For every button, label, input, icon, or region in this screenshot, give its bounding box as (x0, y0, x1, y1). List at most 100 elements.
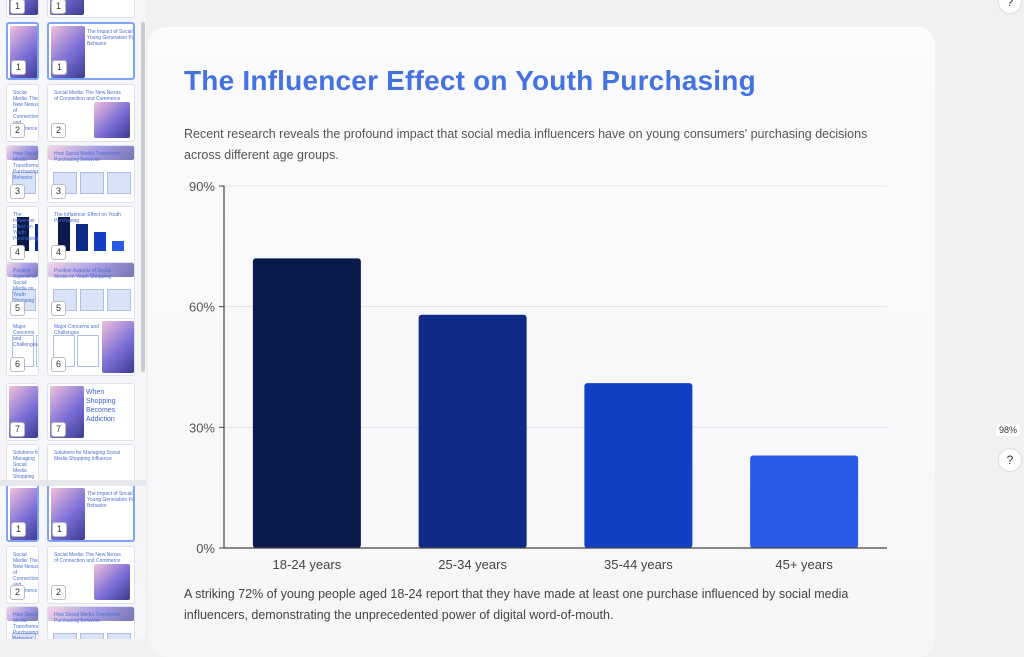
y-tick-label: 0% (196, 541, 215, 556)
thumbnail-title: The Influencer Effect on Youth Purchasin… (13, 212, 39, 242)
thumbnail-title: How Social Media Transforms Purchasing B… (54, 151, 121, 163)
thumbnail-number: 2 (51, 585, 66, 600)
slide-thumbnail[interactable]: The Impact of Social Media on Young Gene… (47, 22, 135, 80)
slide-thumbnail[interactable]: How Social Media Transforms Purchasing B… (47, 606, 135, 639)
thumbnail-number: 2 (51, 123, 66, 138)
thumbnail-image (48, 146, 134, 160)
thumbnail-image (48, 607, 134, 621)
thumbnail-box (36, 335, 38, 367)
thumbnail-number: 4 (51, 245, 66, 260)
thumbnail-title: How Social Media Transforms Purchasing B… (54, 612, 121, 624)
y-tick-label: 90% (189, 179, 215, 194)
x-tick-label: 35-44 years (604, 557, 673, 572)
thumbnail-number: 7 (10, 422, 25, 437)
thumbnail-title: Social Media: The New Nexus of Connectio… (54, 90, 121, 102)
bar (252, 258, 361, 548)
thumbnail-title: Social Media: The New Nexus of Connectio… (54, 552, 121, 564)
slide-thumbnail[interactable]: When Shopping Becomes Addiction 7 (47, 383, 135, 441)
slide-title: The Influencer Effect on Youth Purchasin… (184, 65, 756, 96)
thumbnail-box (77, 335, 99, 367)
thumbnail-number: 1 (11, 522, 26, 537)
slide-thumbnail[interactable]: Positive Aspects of Social Media on Yout… (6, 262, 39, 320)
help-button[interactable]: ? (998, 448, 1022, 472)
thumbnail-number: 4 (10, 245, 25, 260)
x-tick-label: 45+ years (775, 557, 833, 572)
thumbnail-title: The Influencer Effect on Youth Purchasin… (54, 212, 121, 224)
slide-thumbnail[interactable]: Positive Aspects of Social Media on Yout… (47, 262, 135, 320)
thumbnail-number: 2 (10, 123, 25, 138)
thumbnail-number: 1 (52, 60, 67, 75)
x-tick-label: 25-34 years (438, 557, 507, 572)
slide-canvas: The Influencer Effect on Youth Purchasin… (148, 27, 935, 657)
thumbnail-title: The Impact of Social Media on Young Gene… (87, 491, 135, 509)
bar (584, 383, 693, 548)
thumbnail-image (94, 564, 130, 600)
thumbnail-number: 1 (11, 60, 26, 75)
slide-thumbnail[interactable]: The Impact of Social Media on Young Gene… (6, 484, 39, 542)
slide-thumbnail[interactable]: How Social Media Transforms Purchasing B… (6, 145, 39, 203)
zoom-level[interactable]: 98% (996, 424, 1021, 436)
slide-thumbnail[interactable]: Social Media: The New Nexus of Connectio… (6, 546, 39, 604)
slide-thumbnail[interactable]: Major Concerns and Challenges 6 (47, 318, 135, 376)
thumbnail-number: 5 (51, 301, 66, 316)
thumbnail-box (107, 172, 131, 194)
slide-thumbnail[interactable]: The Influencer Effect on Youth Purchasin… (6, 206, 39, 264)
thumbnail-title: How Social Media Transforms Purchasing B… (13, 612, 39, 639)
thumbnail-number: 1 (52, 522, 67, 537)
thumbnail-number: 3 (10, 184, 25, 199)
thumbnail-big-title: When Shopping Becomes Addiction (86, 389, 116, 423)
sidebar-scrollbar[interactable] (141, 22, 145, 372)
thumbnail-title: Major Concerns and Challenges (54, 324, 100, 336)
slide-thumbnail[interactable]: Social Media: The New Nexus of Connectio… (6, 84, 39, 142)
thumbnail-number: 3 (51, 184, 66, 199)
thumbnail-number: 5 (10, 301, 25, 316)
slide-thumbnail[interactable]: Social Media: The New Nexus of Connectio… (47, 546, 135, 604)
thumbnail-title: Solutions for Managing Social Media Shop… (54, 450, 121, 462)
thumbnail-title: Positive Aspects of Social Media on Yout… (13, 268, 37, 304)
thumbnail-bar (94, 232, 106, 251)
thumbnail-image (102, 321, 134, 373)
slide-thumbnail[interactable]: The Impact of Social Media on Young Gene… (6, 0, 39, 18)
thumbnail-box (80, 289, 104, 311)
thumbnail-number: 1 (10, 0, 25, 14)
thumbnail-title: Major Concerns and Challenges (13, 324, 39, 348)
thumbnail-bar (76, 224, 88, 251)
bar (750, 455, 859, 548)
thumbnail-title: Positive Aspects of Social Media on Yout… (54, 268, 111, 280)
thumbnail-number: 6 (51, 357, 66, 372)
slide-thumbnail[interactable]: How Social Media Transforms Purchasing B… (6, 606, 39, 639)
y-tick-label: 60% (189, 300, 215, 315)
slide-thumbnail[interactable]: Major Concerns and Challenges 6 (6, 318, 39, 376)
thumbnail-box (107, 289, 131, 311)
thumbnail-number: 6 (10, 357, 25, 372)
x-tick-label: 18-24 years (273, 557, 342, 572)
bar-chart: 0% 30% 60% 90% 18-24 years 25-34 years 35-44 y… (189, 179, 887, 572)
slide-thumbnail[interactable]: The Impact of Social Media on Young Gene… (47, 0, 135, 18)
thumbnail-box (107, 633, 131, 639)
slide-thumbnail[interactable]: The Influencer Effect on Youth Purchasin… (47, 206, 135, 264)
panel-divider (0, 480, 146, 486)
thumbnail-box (80, 172, 104, 194)
thumbnail-bar (58, 217, 70, 251)
thumbnail-bar (35, 224, 38, 251)
thumbnail-image (7, 263, 38, 277)
slide-thumbnail[interactable]: The Impact of Social Media on Young Gene… (47, 484, 135, 542)
thumbnail-title: How Social Media Transforms Purchasing B… (13, 151, 39, 181)
slide-outro-text: A striking 72% of young people aged 18-2… (184, 587, 849, 622)
thumbnail-number: 2 (10, 585, 25, 600)
thumbnail-number: 7 (51, 422, 66, 437)
slide-thumbnail[interactable]: The Impact of Social Media on Young Gene… (6, 22, 39, 80)
help-button-top[interactable]: ? (998, 0, 1022, 14)
bar (418, 314, 527, 548)
y-tick-label: 30% (189, 420, 215, 435)
slide-intro-text: Recent research reveals the profound imp… (184, 127, 868, 162)
slide-thumbnail[interactable]: How Social Media Transforms Purchasing B… (47, 145, 135, 203)
thumbnail-title: The Impact of Social Media on Young Gene… (87, 29, 135, 47)
slide-thumbnail[interactable]: Social Media: The New Nexus of Connectio… (47, 84, 135, 142)
thumbnail-image (94, 102, 130, 138)
thumbnail-box (53, 633, 77, 639)
thumbnail-number: 1 (51, 0, 66, 14)
thumbnail-image (7, 146, 38, 160)
thumbnail-bar (112, 241, 124, 251)
